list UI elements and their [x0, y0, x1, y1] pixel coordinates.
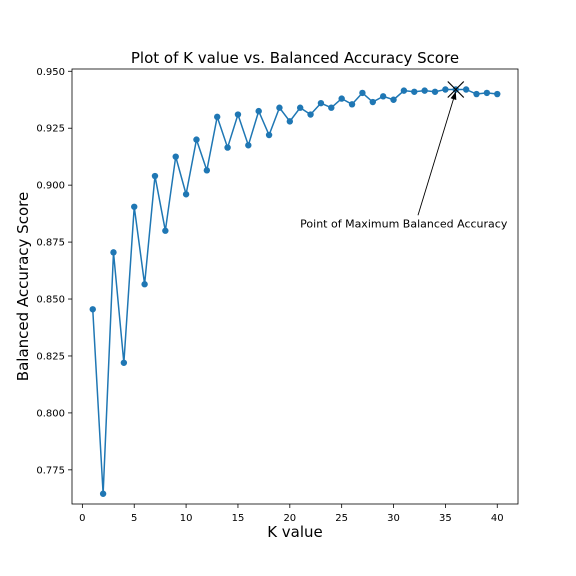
data-point: [214, 113, 221, 121]
data-point: [379, 93, 387, 100]
data-point: [328, 104, 335, 111]
data-point: [431, 88, 439, 95]
x-tick-label: 10: [180, 513, 193, 524]
x-tick-label: 25: [335, 513, 348, 524]
data-point: [348, 101, 356, 108]
data-point: [317, 99, 325, 107]
data-point: [390, 96, 397, 103]
plot-area: 0 5 10 15 20 25 30 35 40 0.775 0.800 0.825 0.850 0.87…: [36, 67, 507, 524]
data-point: [286, 118, 294, 125]
y-tick-label: 0.875: [36, 238, 65, 249]
data-point: [255, 107, 262, 115]
plot-frame: [71, 68, 519, 505]
x-tick-label: 35: [439, 513, 452, 524]
y-tick-label: 0.850: [36, 295, 65, 306]
data-point: [494, 90, 501, 98]
annotation-arrowhead: [450, 91, 457, 101]
y-tick-label: 0.775: [36, 465, 65, 476]
max-marker-stroke-b: [447, 81, 465, 98]
data-point: [338, 95, 345, 102]
x-tick-label: 20: [283, 513, 296, 524]
data-point: [411, 88, 418, 95]
data-point: [307, 111, 314, 118]
y-tick-label: 0.925: [36, 124, 65, 135]
data-point: [296, 104, 304, 111]
x-axis-title: K value: [267, 523, 323, 541]
data-point: [89, 306, 96, 313]
data-point: [162, 227, 169, 234]
data-point: [276, 104, 283, 111]
data-point: [442, 86, 449, 93]
annotation-text: Point of Maximum Balanced Accuracy: [300, 217, 508, 230]
data-point: [369, 98, 376, 106]
data-point: [265, 131, 273, 139]
y-axis-title: Balanced Accuracy Score: [14, 192, 32, 381]
data-point: [473, 90, 480, 98]
data-point: [151, 172, 159, 180]
data-point: [131, 203, 138, 210]
data-point: [421, 87, 428, 94]
y-tick-label: 0.950: [36, 67, 65, 78]
data-point: [172, 153, 179, 160]
data-point: [120, 359, 128, 366]
data-point: [234, 111, 242, 118]
data-point: [359, 89, 366, 97]
y-tick-label: 0.900: [36, 181, 65, 192]
data-point: [400, 87, 408, 94]
data-point: [203, 167, 211, 174]
series-line: [91, 88, 498, 495]
data-point: [224, 144, 231, 151]
x-tick-label: 15: [232, 513, 245, 524]
y-tick-label: 0.825: [36, 351, 65, 362]
data-point: [110, 249, 117, 256]
chart-title: Plot of K value vs. Balanced Accuracy Sc…: [131, 49, 459, 67]
data-point: [245, 142, 252, 149]
x-tick-label: 40: [491, 513, 504, 524]
data-point: [182, 191, 190, 198]
data-point: [483, 89, 491, 97]
data-point: [462, 86, 470, 93]
x-tick-label: 30: [387, 513, 400, 524]
y-tick-label: 0.800: [36, 408, 65, 419]
data-point: [193, 136, 200, 143]
annotation-arrow: [417, 91, 457, 216]
data-point: [99, 490, 107, 497]
x-tick-label: 5: [131, 513, 137, 524]
data-point: [141, 281, 148, 288]
x-tick-label: 0: [79, 513, 85, 524]
